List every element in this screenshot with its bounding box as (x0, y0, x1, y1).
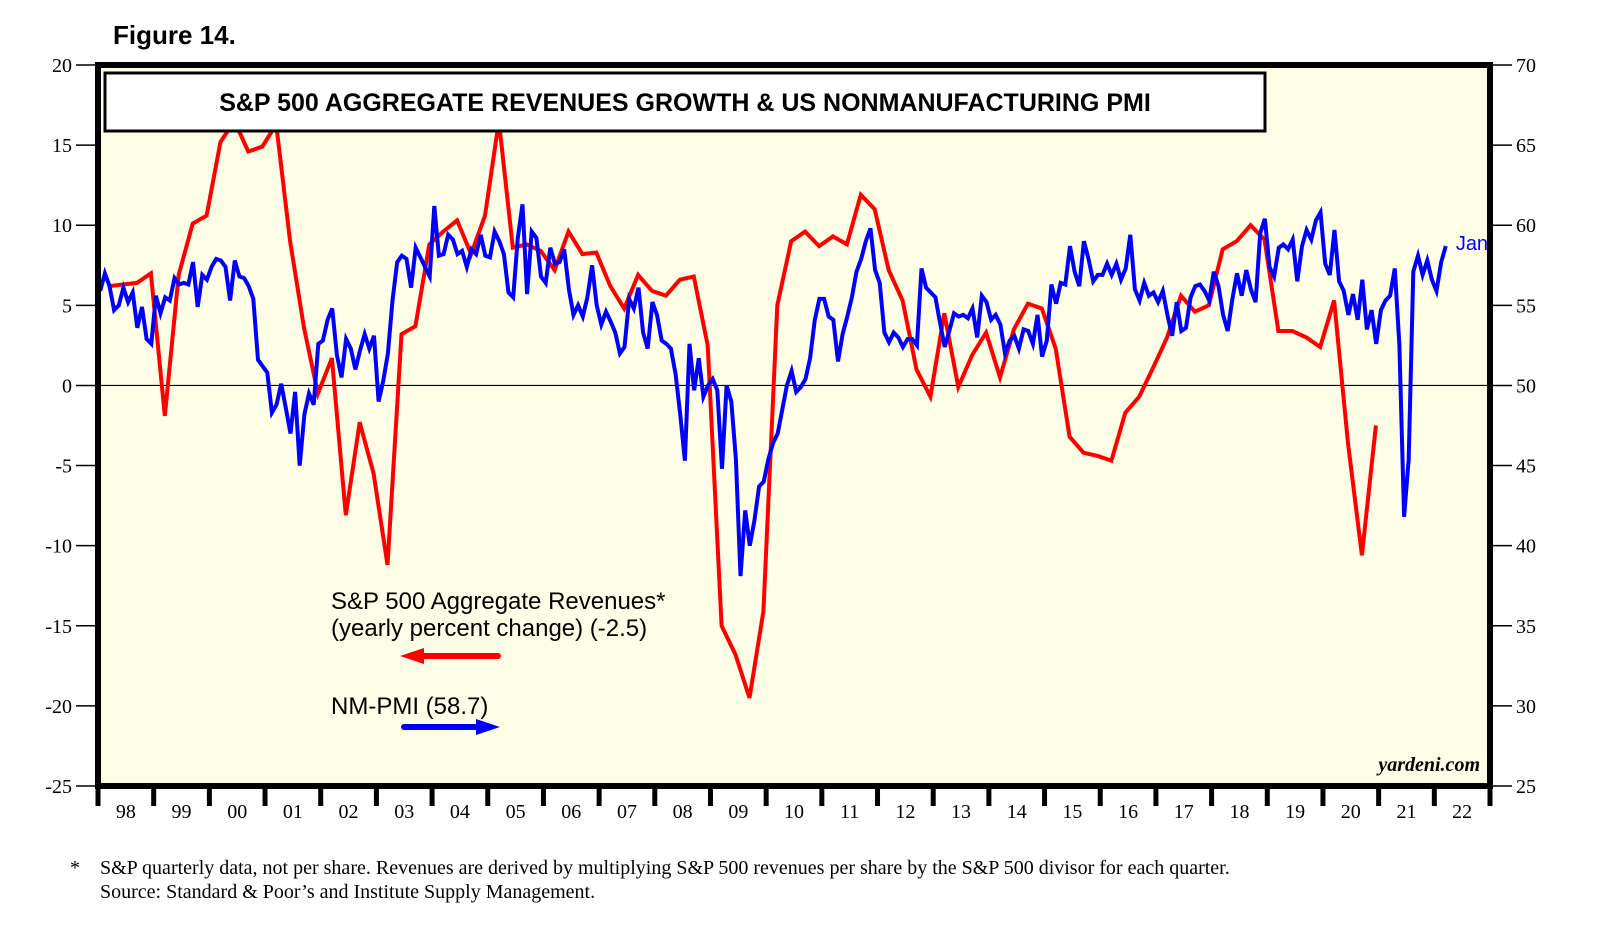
x-tick-label: 08 (673, 801, 693, 823)
left-tick-label: 5 (62, 295, 72, 317)
x-tick-label: 04 (450, 801, 470, 823)
series-line-pmi (98, 204, 1448, 577)
legend-pmi-label: NM-PMI (58.7) (331, 693, 488, 720)
legend-pmi-arrow-right-icon (401, 719, 500, 735)
footnote-line-2: Source: Standard & Poor’s and Institute … (100, 881, 596, 903)
right-tick-label: 70 (1516, 55, 1536, 77)
x-tick-label: 02 (339, 801, 359, 823)
legend-revenues-arrow-left-icon (400, 648, 501, 664)
x-tick-label: 03 (394, 801, 414, 823)
x-tick-label: 14 (1007, 801, 1027, 823)
left-tick-label: -5 (55, 456, 72, 478)
left-tick-label: 15 (52, 135, 72, 157)
left-tick-label: 0 (62, 375, 72, 397)
right-tick-label: 30 (1516, 696, 1536, 718)
left-axis: 20 15 10 5 0 -5 -10 -15 -20 -25 (45, 55, 98, 798)
legend-revenues-label: S&P 500 Aggregate Revenues* (331, 588, 665, 615)
x-tick-label: 06 (561, 801, 581, 823)
x-tick-label: 19 (1285, 801, 1305, 823)
x-tick-label: 15 (1062, 801, 1082, 823)
series-line-revenues (108, 117, 1378, 699)
x-tick-label: 10 (784, 801, 804, 823)
chart-title: S&P 500 AGGREGATE REVENUES GROWTH & US N… (219, 89, 1151, 117)
x-tick-label: 98 (116, 801, 136, 823)
chart-title-box (103, 71, 1267, 133)
right-tick-label: 25 (1516, 776, 1536, 798)
left-tick-label: -20 (45, 696, 72, 718)
x-tick-label: 20 (1341, 801, 1361, 823)
left-tick-label: -10 (45, 536, 72, 558)
right-tick-label: 45 (1516, 456, 1536, 478)
x-tick-label: 01 (283, 801, 303, 823)
left-tick-label: 20 (52, 55, 72, 77)
left-tick-label: 10 (52, 215, 72, 237)
x-tick-label: 21 (1396, 801, 1416, 823)
x-tick-label: 22 (1452, 801, 1472, 823)
x-tick-label: 11 (840, 801, 859, 823)
watermark: yardeni.com (1376, 754, 1480, 776)
x-tick-label: 13 (951, 801, 971, 823)
x-tick-label: 12 (895, 801, 915, 823)
right-tick-label: 60 (1516, 215, 1536, 237)
figure-label: Figure 14. (113, 20, 236, 50)
right-tick-label: 55 (1516, 295, 1536, 317)
x-tick-label: 18 (1229, 801, 1249, 823)
footnote: * S&P quarterly data, not per share. Rev… (70, 856, 1230, 904)
left-tick-label: -25 (45, 776, 72, 798)
right-tick-label: 50 (1516, 375, 1536, 397)
x-axis: 98 99 00 01 02 03 04 05 06 07 08 09 10 11 12 13 14 15 16 17… (95, 786, 1493, 823)
plot-background (98, 65, 1490, 786)
x-tick-label: 00 (227, 801, 247, 823)
right-tick-label: 40 (1516, 536, 1536, 558)
footnote-marker: * (70, 857, 80, 879)
plot-frame (95, 62, 1493, 789)
footnote-line-1: S&P quarterly data, not per share. Reven… (100, 857, 1230, 879)
right-axis: 70 65 60 55 50 45 40 35 30 25 (1490, 55, 1536, 798)
x-tick-label: 07 (617, 801, 637, 823)
x-tick-label: 16 (1118, 801, 1138, 823)
x-tick-label: 05 (506, 801, 526, 823)
series-layer (98, 117, 1448, 699)
legend-revenues-subtitle: (yearly percent change) (-2.5) (331, 615, 647, 642)
pmi-end-label: Jan (1456, 233, 1488, 255)
x-tick-label: 09 (728, 801, 748, 823)
x-tick-label: 99 (172, 801, 192, 823)
right-tick-label: 35 (1516, 616, 1536, 638)
x-tick-label: 17 (1174, 801, 1194, 823)
left-tick-label: -15 (45, 616, 72, 638)
right-tick-label: 65 (1516, 135, 1536, 157)
